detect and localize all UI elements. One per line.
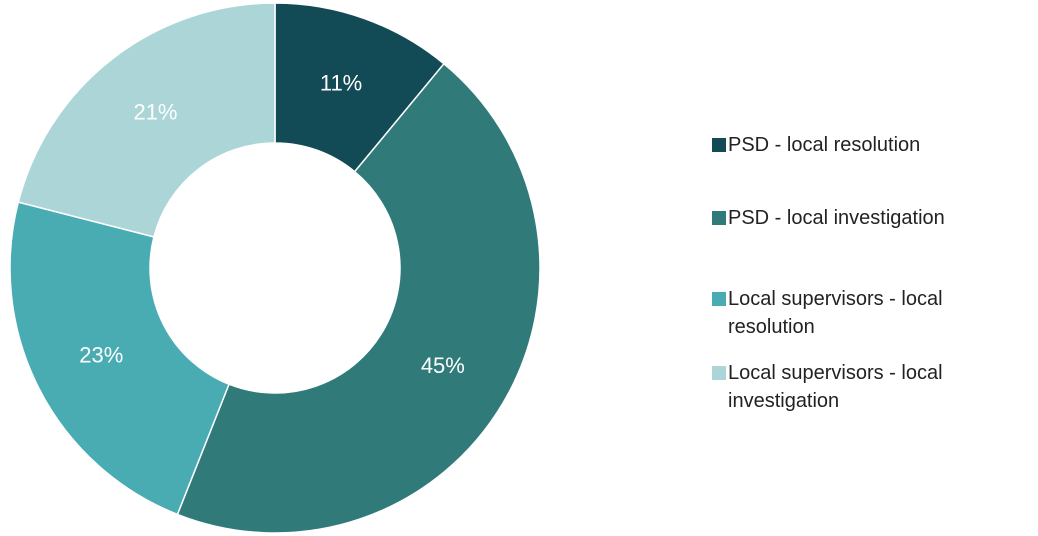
legend: PSD - local resolution PSD - local invest… [712,0,1012,536]
data-label: 23% [79,342,123,367]
data-label: 21% [133,100,177,125]
legend-swatch [712,211,726,225]
donut-slice [17,2,276,238]
legend-label: Local supervisors - local investigation [728,362,943,412]
chart: 11% 45% 23% 21% [9,2,541,534]
legend-entry: PSD - local resolution [712,131,1012,159]
legend-entry: Local supervisors - local investigation [712,359,1012,415]
donut-slice [176,62,541,534]
legend-label: PSD - local resolution [728,134,921,156]
legend-label: PSD - local investigation [728,207,945,229]
data-label: 11% [320,70,362,95]
legend-swatch [712,138,726,152]
legend-swatch [712,292,726,306]
legend-label: Local supervisors - local resolution [728,288,943,338]
legend-entry: Local supervisors - local resolution [712,285,1012,341]
legend-swatch [712,366,726,380]
legend-entry: PSD - local investigation [712,204,1012,232]
donut-slice [9,201,230,516]
data-label: 45% [421,353,465,378]
